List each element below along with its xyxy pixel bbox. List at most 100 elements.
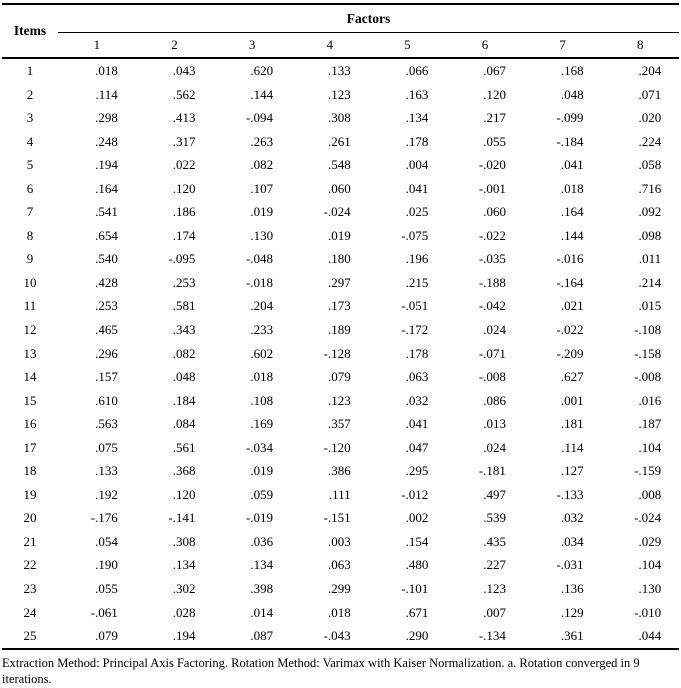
loading-value: .178 <box>405 133 429 149</box>
loading-value: .087 <box>250 628 274 644</box>
loading-value: .008 <box>638 486 662 502</box>
loading-value: .302 <box>172 581 196 597</box>
loading-value: .032 <box>405 392 429 408</box>
items-column-header: Items <box>13 23 47 38</box>
loading-value: .308 <box>327 110 351 126</box>
loading-value: -.075 <box>401 227 429 243</box>
loading-value: .007 <box>483 604 506 620</box>
loading-value: .082 <box>250 157 274 173</box>
item-number: 3 <box>26 110 34 126</box>
factor-number-row: 1 2 3 4 5 6 7 8 <box>2 33 679 59</box>
loading-value: .019 <box>250 463 274 479</box>
loading-value: .123 <box>327 86 351 102</box>
loading-value: .620 <box>250 63 274 78</box>
loading-value: .169 <box>250 416 274 432</box>
loading-value: .060 <box>327 180 351 196</box>
item-number: 23 <box>23 581 37 597</box>
factor-column-header: 8 <box>636 37 644 52</box>
loading-value: -.048 <box>245 251 274 267</box>
loading-value: .480 <box>405 557 429 573</box>
loading-value: .123 <box>327 392 351 408</box>
factor-column-header: 2 <box>171 37 178 52</box>
table-row: 20 -.176 -.141 -.019 -.151 .002 .539 .032 -.024 <box>2 506 679 530</box>
loading-value: .055 <box>483 133 506 149</box>
loading-value: .192 <box>95 486 118 502</box>
table-row: 13 .296 .082 .602 -.128 .178 -.071 -.209 -.158 <box>2 342 679 366</box>
loading-value: .002 <box>405 510 429 526</box>
loading-value: .186 <box>172 204 196 220</box>
table-row: 8 .654 .174 .130 .019 -.075 -.022 .144 .098 <box>2 224 679 248</box>
loading-value: .041 <box>560 157 584 173</box>
loading-value: -.108 <box>634 322 662 338</box>
loading-value: .044 <box>638 628 662 644</box>
item-number: 7 <box>26 204 34 220</box>
loading-value: -.128 <box>323 345 351 361</box>
item-number: 10 <box>23 274 37 290</box>
loading-value: -.158 <box>634 345 662 361</box>
loading-value: .189 <box>327 322 351 338</box>
loading-value: .016 <box>638 392 662 408</box>
table-row: 17 .075 .561 -.034 -.120 .047 .024 .114 .104 <box>2 436 679 460</box>
loading-value: .187 <box>638 416 662 432</box>
loading-value: .610 <box>95 392 118 408</box>
loading-value: .104 <box>638 439 662 455</box>
loading-value: .098 <box>638 227 662 243</box>
loading-value: .022 <box>172 157 196 173</box>
loading-value: -.141 <box>168 510 196 526</box>
loading-value: -.043 <box>323 628 351 644</box>
loading-value: .013 <box>483 416 506 432</box>
loading-value: .130 <box>250 227 274 243</box>
factor-column-header: 4 <box>326 37 333 52</box>
loading-value: .627 <box>560 369 584 385</box>
loading-value: -.022 <box>556 322 584 338</box>
loading-value: .120 <box>172 486 196 502</box>
item-number: 6 <box>26 180 34 196</box>
loading-value: -.099 <box>556 110 584 126</box>
loading-value: .029 <box>638 533 662 549</box>
table-row: 7 .541 .186 .019 -.024 .025 .060 .164 .092 <box>2 200 679 224</box>
table-row: 14 .157 .048 .018 .079 .063 -.008 .627 -.008 <box>2 365 679 389</box>
factor-column-header: 7 <box>559 37 566 52</box>
loading-value: .130 <box>638 581 662 597</box>
loading-value: .036 <box>250 533 274 549</box>
loading-value: .654 <box>95 227 118 243</box>
loading-value: .261 <box>327 133 351 149</box>
loading-value: -.019 <box>245 510 274 526</box>
loading-value: .144 <box>560 227 584 243</box>
loading-value: .180 <box>327 251 351 267</box>
loading-value: .018 <box>327 604 351 620</box>
loading-value: -.095 <box>168 251 196 267</box>
table-row: 5 .194 .022 .082 .548 .004 -.020 .041 .058 <box>2 153 679 177</box>
loading-value: .298 <box>95 110 118 126</box>
loading-value: .671 <box>405 604 429 620</box>
item-number: 16 <box>23 416 37 432</box>
loading-value: -.016 <box>556 251 584 267</box>
loading-value: -.018 <box>245 274 274 290</box>
table-body: 1 .018 .043 .620 .133 .066 .067 .168 .204 2 .114 .5… <box>2 58 679 649</box>
loading-value: -.024 <box>634 510 662 526</box>
item-number: 17 <box>23 439 37 455</box>
loading-value: .248 <box>95 133 118 149</box>
loading-value: .263 <box>250 133 274 149</box>
loading-value: -.184 <box>556 133 584 149</box>
loading-value: .120 <box>172 180 196 196</box>
table-row: 6 .164 .120 .107 .060 .041 -.001 .018 .716 <box>2 177 679 201</box>
loading-value: .539 <box>483 510 506 526</box>
loading-value: .079 <box>95 628 118 644</box>
loading-value: .067 <box>483 63 506 78</box>
loading-value: .196 <box>405 251 429 267</box>
loading-value: .253 <box>95 298 118 314</box>
loading-value: -.022 <box>478 227 506 243</box>
loading-value: .025 <box>405 204 429 220</box>
item-number: 8 <box>26 227 34 243</box>
loading-value: .082 <box>172 345 196 361</box>
loading-value: .413 <box>172 110 196 126</box>
loading-value: .021 <box>560 298 584 314</box>
loading-value: .296 <box>95 345 118 361</box>
table-row: 9 .540 -.095 -.048 .180 .196 -.035 -.016 .011 <box>2 247 679 271</box>
loading-value: .054 <box>95 533 118 549</box>
item-number: 21 <box>23 533 37 549</box>
loading-value: .041 <box>405 416 429 432</box>
